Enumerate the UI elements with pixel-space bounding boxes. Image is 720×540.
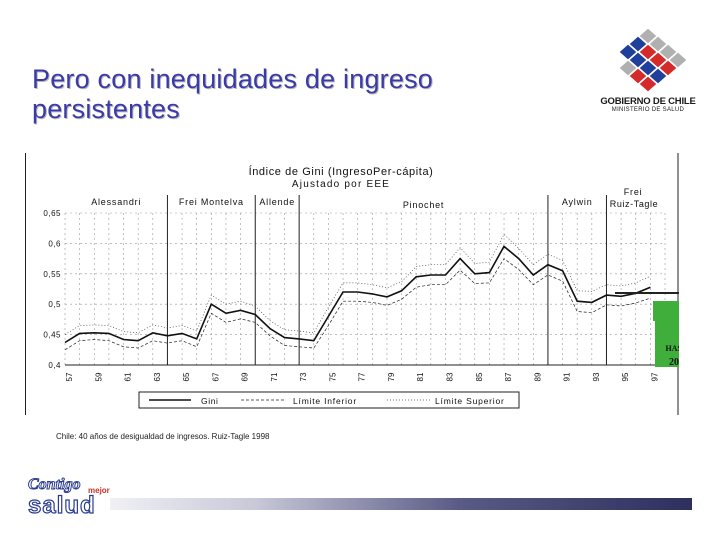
logo-word-salud: salud [27, 491, 96, 519]
chart-legend [138, 391, 520, 409]
logo-diamond [628, 67, 648, 85]
x-tick-label: 77 [358, 372, 367, 381]
legend-label-inferior: Límite Inferior [293, 396, 357, 406]
logo-diamond [638, 75, 658, 93]
x-tick-label: 63 [153, 372, 162, 381]
legend-box [138, 391, 520, 409]
logo-diamond [618, 59, 638, 77]
y-tick-label: 0,45 [43, 331, 61, 340]
page-title: Pero con inequidades de ingreso persiste… [32, 64, 552, 124]
x-tick-label: 79 [387, 372, 396, 381]
y-tick-label: 0,4 [48, 361, 61, 370]
gov-logo-subtext: MINISTERIO DE SALUD [611, 107, 685, 113]
gini-chart: Índice de Gini (IngresoPer-cápita) Ajusta… [25, 153, 705, 415]
x-tick-label: 83 [445, 372, 454, 381]
logo-diamond [648, 67, 668, 85]
contigo-mejor-salud-logo: Contigo mejor salud [27, 476, 138, 520]
x-tick-label: 87 [504, 372, 513, 381]
footer-gradient-bar [110, 498, 692, 510]
x-tick-label: 75 [328, 372, 337, 381]
period-label: Frei [624, 187, 643, 197]
title-line-1: Pero con inequidades de ingreso [32, 64, 433, 94]
y-tick-label: 0,6 [48, 239, 61, 248]
y-tick-label: 0,65 [43, 209, 61, 218]
source-note: Chile: 40 años de desigualdad de ingreso… [56, 432, 270, 441]
legend-label-gini: Gini [201, 396, 219, 406]
x-tick-label: 89 [533, 372, 542, 381]
x-tick-label: 61 [124, 372, 133, 381]
chart-subtitle: Ajustado por EEE [292, 179, 390, 190]
x-tick-label: 85 [475, 372, 484, 381]
legend-label-superior: Límite Superior [435, 396, 505, 406]
x-tick-label: 59 [94, 372, 103, 381]
x-tick-label: 69 [241, 372, 250, 381]
x-tick-label: 93 [592, 372, 601, 381]
x-tick-label: 73 [299, 372, 308, 381]
logo-word-contigo: Contigo [27, 476, 81, 494]
period-label: Frei Montelva [179, 197, 244, 207]
x-tick-label: 91 [563, 372, 572, 381]
chart-title: Índice de Gini (IngresoPer-cápita) [249, 165, 434, 178]
logo-diamond [668, 51, 688, 69]
gini-chart-svg: Índice de Gini (IngresoPer-cápita)Ajusta… [25, 153, 705, 415]
gov-logo-text: GOBIERNO DE CHILE [600, 96, 696, 107]
period-label: Alessandri [91, 197, 141, 207]
x-tick-label: 81 [416, 372, 425, 381]
series-line-gini [64, 245, 651, 344]
x-tick-label: 67 [211, 372, 220, 381]
period-label: Aylwin [562, 197, 593, 207]
x-tick-label: 95 [621, 372, 630, 381]
period-label: Allende [259, 197, 295, 207]
title-line-2: persistentes [32, 94, 180, 124]
hasta-year-label: 2006 [669, 357, 679, 368]
period-label: Pinochet [403, 200, 444, 210]
logo-diamond [658, 59, 678, 77]
y-tick-label: 0,5 [48, 300, 61, 309]
logo-word-mejor: mejor [88, 486, 110, 495]
x-tick-label: 97 [650, 372, 659, 381]
y-tick-label: 0,55 [43, 270, 61, 279]
period-label-2: Ruiz-Tagle [610, 199, 659, 209]
x-tick-label: 71 [270, 372, 279, 381]
hasta-label: HASTA [666, 344, 679, 353]
gobierno-chile-logo-icon [618, 28, 688, 93]
x-tick-label: 57 [65, 372, 74, 381]
x-tick-label: 65 [182, 372, 191, 381]
